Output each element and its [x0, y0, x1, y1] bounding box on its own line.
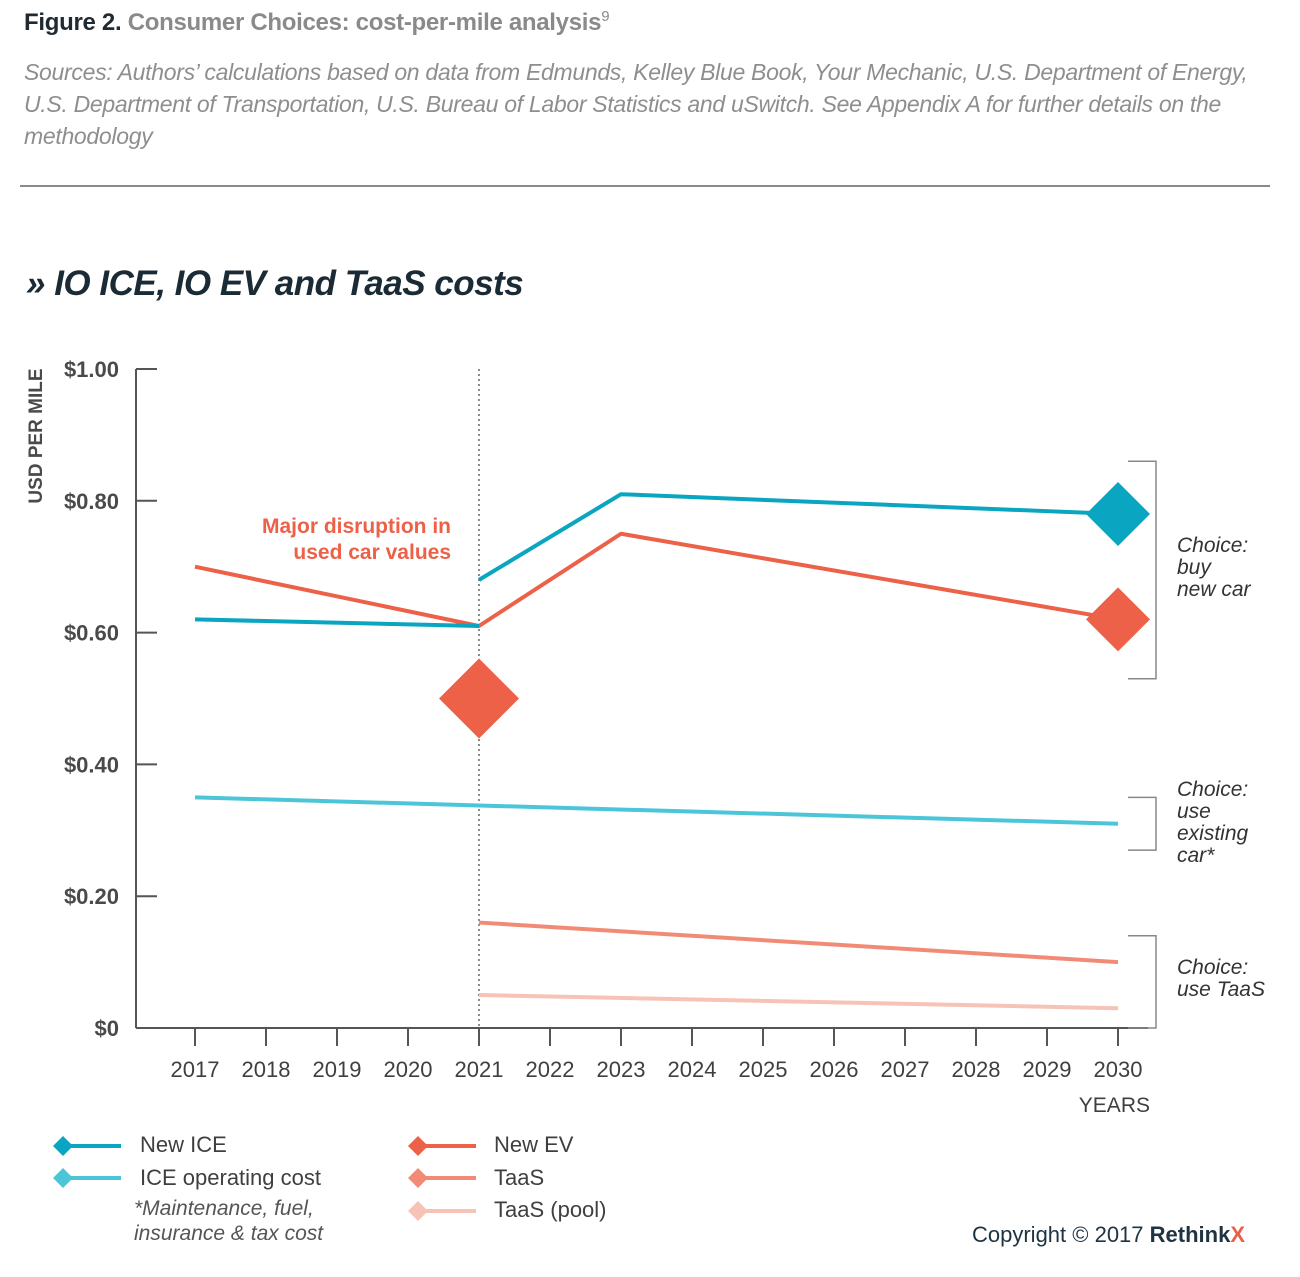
y-tick-label: $0.60 [64, 621, 119, 646]
legend-swatch-diamond [53, 1168, 73, 1188]
brand-x: X [1230, 1222, 1246, 1247]
choice-label: new car [1177, 578, 1252, 601]
y-tick-label: $0.40 [64, 752, 119, 777]
footnote-ref: 9 [601, 8, 610, 25]
copyright: Copyright © 2017 RethinkX [972, 1222, 1245, 1248]
x-tick-label: 2027 [881, 1057, 930, 1082]
x-tick-label: 2028 [952, 1057, 1001, 1082]
series-line-ice-operating-cost [194, 795, 1119, 826]
copyright-text: Copyright © 2017 [972, 1222, 1150, 1247]
x-tick-label: 2018 [242, 1057, 291, 1082]
marker-diamond [1086, 481, 1150, 546]
figure-title-text: Consumer Choices: cost-per-mile analysis [127, 9, 602, 36]
x-tick-label: 2020 [384, 1057, 433, 1082]
x-tick-label: 2030 [1094, 1057, 1143, 1082]
series-line-taas-pool [478, 993, 1119, 1011]
x-tick-label: 2019 [313, 1057, 362, 1082]
choice-bracket [1128, 934, 1157, 1029]
choice-label: car* [1177, 844, 1215, 867]
y-tick-label: $0 [95, 1016, 119, 1041]
x-tick-label: 2025 [739, 1057, 788, 1082]
divider [20, 185, 1270, 187]
x-tick-label: 2023 [597, 1057, 646, 1082]
legend-label-taas-pool: TaaS (pool) [494, 1197, 607, 1222]
y-axis-label: USD PER MILE [26, 368, 47, 503]
choice-label: Choice: [1177, 956, 1248, 979]
x-tick-label: 2024 [668, 1057, 717, 1082]
annotation-text: used car values [293, 541, 451, 564]
figure-label: Figure 2. [24, 9, 122, 36]
choice-label: Choice: [1177, 534, 1248, 557]
x-tick-label: 2022 [526, 1057, 575, 1082]
series-line-new-ev [194, 531, 1119, 629]
legend-label-new-ev: New EV [494, 1132, 574, 1157]
legend-label-new-ice: New ICE [140, 1132, 227, 1157]
figure-title: Figure 2. Consumer Choices: cost-per-mil… [24, 8, 610, 37]
sources-text: Sources: Authors’ calculations based on … [24, 59, 1248, 149]
legend-swatch-diamond [408, 1168, 428, 1188]
choice-label: Choice: [1177, 778, 1248, 801]
y-tick-label: $0.80 [64, 489, 119, 514]
marker-diamond [1086, 587, 1150, 652]
y-tick-label: $1.00 [64, 357, 119, 382]
legend-label-ice-operating: ICE operating cost [140, 1165, 321, 1190]
choice-label: use [1177, 800, 1211, 823]
choice-bracket [1128, 460, 1157, 680]
x-tick-label: 2021 [455, 1057, 504, 1082]
legend-swatch-diamond [408, 1136, 428, 1156]
legend-swatch-diamond [53, 1136, 73, 1156]
x-tick-label: 2017 [171, 1057, 220, 1082]
legend-swatch-diamond [408, 1201, 428, 1221]
y-tick-label: $0.20 [64, 884, 119, 909]
annotation-text: Major disruption in [262, 515, 451, 538]
series-line-new-ice [194, 617, 480, 629]
series-line-taas [478, 920, 1119, 965]
series-line-new-ice [477, 492, 1119, 582]
legend-footnote-line: insurance & tax cost [134, 1222, 324, 1245]
legend-footnote: *Maintenance, fuel, insurance & tax cost [134, 1196, 323, 1246]
chart-title: » IO ICE, IO EV and TaaS costs [26, 264, 524, 303]
x-axis-label: YEARS [1079, 1094, 1150, 1117]
legend-label-taas: TaaS [494, 1165, 545, 1190]
brand-name: Rethink [1149, 1222, 1231, 1247]
legend-footnote-line: *Maintenance, fuel, [134, 1197, 314, 1220]
choice-bracket [1128, 796, 1157, 851]
choice-label: use TaaS [1177, 978, 1265, 1001]
x-tick-label: 2029 [1023, 1057, 1072, 1082]
marker-diamond [439, 658, 519, 739]
choice-label: buy [1177, 556, 1212, 579]
x-tick-label: 2026 [810, 1057, 859, 1082]
choice-label: existing [1177, 822, 1249, 845]
